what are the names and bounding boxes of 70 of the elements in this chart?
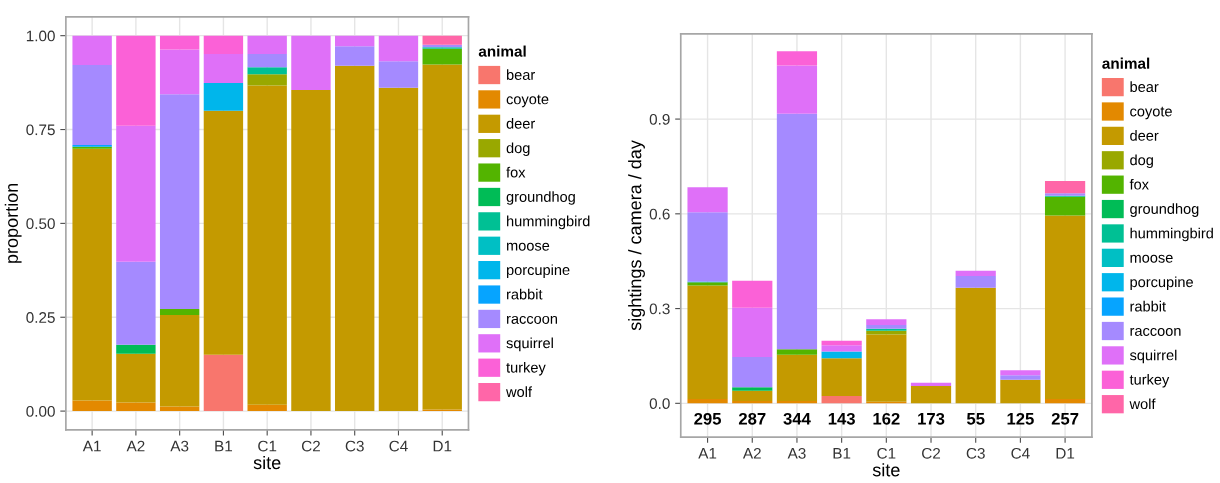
legend-label: squirrel [1129, 349, 1177, 364]
x-tick-label: C1 [877, 447, 896, 459]
legend-label: turkey [506, 361, 546, 376]
annotation: 143 [828, 412, 855, 425]
legend-label: porcupine [506, 264, 570, 278]
annotation: 55 [966, 413, 985, 425]
legend-label: squirrel [506, 337, 553, 352]
x-tick-label: A2 [742, 447, 761, 459]
legend-label: moose [1130, 254, 1173, 263]
legend-label: bear [1130, 81, 1159, 93]
legend-title: animal [1102, 57, 1150, 69]
legend-label: fox [506, 166, 526, 178]
x-tick-label: A2 [126, 440, 145, 452]
y-tick-label: 0.75 [26, 124, 55, 136]
legend-label: hummingbird [1130, 227, 1213, 242]
y-tick-label: 0.3 [649, 303, 670, 315]
x-tick-label: C1 [258, 440, 277, 452]
y-tick-label: 0.50 [26, 218, 55, 230]
y-tick-label: 0.6 [649, 208, 670, 220]
legend-label: moose [507, 242, 550, 251]
legend-label: rabbit [507, 288, 543, 300]
legend-label: coyote [506, 94, 549, 108]
y-tick-label: 0.9 [649, 113, 670, 125]
x-tick-label: C3 [966, 447, 985, 459]
legend-label: hummingbird [507, 215, 590, 230]
legend-title: animal [478, 45, 526, 57]
x-tick-label: A1 [82, 440, 101, 452]
x-tick-label: C2 [301, 440, 320, 452]
x-tick-label: A3 [170, 440, 189, 452]
legend-label: wolf [506, 386, 532, 398]
x-axis-title: site [253, 455, 281, 470]
legend-label: dog [506, 142, 530, 157]
legend-label: deer [1130, 130, 1159, 141]
annotation: 257 [1051, 412, 1079, 425]
y-tick-label: 1.00 [26, 30, 55, 42]
x-tick-label: C2 [922, 447, 941, 459]
x-axis-title: site [872, 463, 900, 477]
legend-label: turkey [1129, 374, 1170, 388]
annotation: 295 [694, 412, 722, 425]
legend-label: fox [1129, 178, 1149, 190]
legend-label: groundhog [506, 191, 575, 205]
legend-label: porcupine [1130, 276, 1193, 291]
legend-label: raccoon [1130, 327, 1181, 336]
x-tick-label: B1 [833, 448, 851, 459]
legend-label: dog [1130, 154, 1153, 169]
legend-label: bear [506, 69, 535, 80]
legend-label: raccoon [507, 315, 557, 324]
x-tick-label: C4 [389, 440, 408, 452]
x-tick-label: D1 [433, 440, 452, 452]
annotation: 173 [918, 412, 945, 425]
x-tick-label: C3 [345, 440, 364, 452]
legend-label: deer [506, 118, 535, 129]
x-tick-label: D1 [1056, 448, 1075, 459]
y-axis-title: sightings / camera / day [628, 140, 645, 331]
x-tick-label: B1 [215, 440, 233, 452]
x-tick-label: C4 [1011, 447, 1030, 459]
annotation: 287 [738, 412, 766, 425]
x-tick-label: A1 [698, 448, 717, 459]
legend-label: groundhog [1130, 203, 1199, 217]
y-axis-title: proportion [4, 183, 22, 263]
y-tick-label: 0.25 [26, 312, 55, 323]
annotation: 125 [1007, 412, 1034, 425]
annotation: 162 [873, 412, 900, 425]
legend-label: coyote [1130, 106, 1172, 120]
y-tick-label: 0.00 [26, 405, 55, 417]
annotation: 344 [783, 412, 811, 425]
legend-label: rabbit [1130, 300, 1166, 312]
legend-label: wolf [1129, 398, 1156, 410]
x-tick-label: A3 [787, 447, 806, 459]
y-tick-label: 0.0 [649, 398, 670, 410]
